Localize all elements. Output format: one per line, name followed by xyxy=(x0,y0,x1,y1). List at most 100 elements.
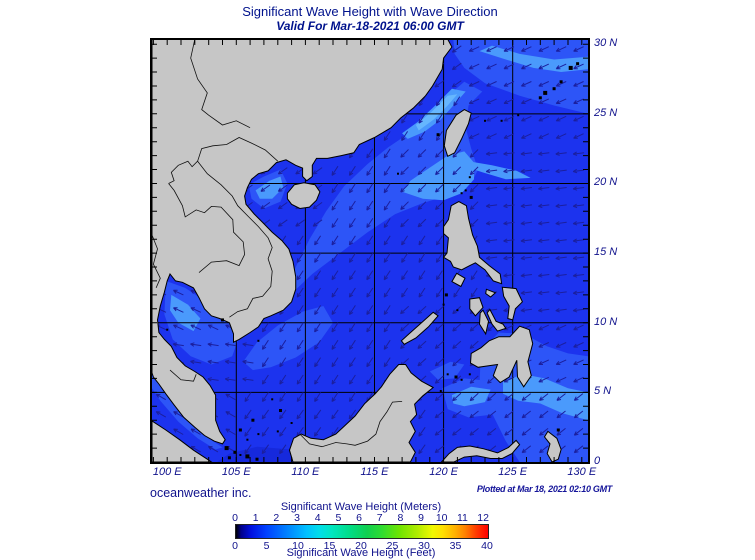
land-borneo xyxy=(288,364,435,463)
islet xyxy=(251,418,255,422)
map-canvas xyxy=(150,38,590,464)
chart-title: Significant Wave Height with Wave Direct… xyxy=(242,4,498,19)
country-border xyxy=(168,183,246,273)
wave-height-patch xyxy=(255,176,284,199)
islet xyxy=(436,133,440,137)
islet xyxy=(257,433,260,436)
wave-height-patch xyxy=(415,94,458,131)
colorbar-feet-ticks: 0 5 10 15 20 25 30 35 40 xyxy=(232,540,493,552)
y-axis-label: 5 N xyxy=(594,385,612,398)
wave-height-patch xyxy=(468,161,531,180)
islet xyxy=(257,339,260,342)
wave-height-patch xyxy=(243,306,333,371)
islet xyxy=(446,373,449,376)
islet xyxy=(439,390,442,392)
y-axis-label: 20 N xyxy=(594,176,618,189)
islet xyxy=(559,80,563,84)
country-border xyxy=(190,39,251,129)
islet xyxy=(397,172,399,175)
islet xyxy=(442,303,445,306)
y-axis-label: 25 N xyxy=(594,106,618,119)
islet xyxy=(233,450,237,454)
islet xyxy=(468,373,471,376)
land-palawan xyxy=(400,311,439,345)
x-axis-label: 125 E xyxy=(498,466,528,478)
colorbar-meter-ticks: 0 1 2 3 4 5 6 7 8 9 10 11 12 xyxy=(232,512,489,524)
islet xyxy=(469,195,473,199)
islet xyxy=(227,456,231,460)
feet-tick-label: 20 xyxy=(355,540,367,552)
y-axis-label: 15 N xyxy=(594,246,618,259)
islet xyxy=(246,438,249,441)
colorbar-title-feet: Significant Wave Height (Feet) xyxy=(286,547,436,559)
meter-tick-label: 3 xyxy=(294,512,300,524)
y-axis-label: 30 N xyxy=(594,37,618,50)
feet-tick-label: 40 xyxy=(481,540,493,552)
islet xyxy=(166,328,169,331)
wave-height-patch xyxy=(217,446,292,462)
meter-tick-label: 2 xyxy=(273,512,280,524)
land-asia-mainland xyxy=(151,38,453,445)
country-border xyxy=(151,234,161,289)
islet xyxy=(543,90,548,95)
wave-height-patch xyxy=(429,361,465,380)
x-axis-label: 100 E xyxy=(152,466,182,478)
x-axis-label: 110 E xyxy=(291,466,320,478)
colorbar-title-meters: Significant Wave Height (Meters) xyxy=(280,501,442,513)
meter-tick-label: 7 xyxy=(376,512,383,524)
feet-tick-label: 10 xyxy=(292,540,304,552)
y-axis-label: 10 N xyxy=(594,315,618,328)
meter-tick-label: 9 xyxy=(418,512,425,524)
islet xyxy=(245,454,250,459)
wave-height-patch xyxy=(170,294,201,332)
land-mindanao xyxy=(469,325,534,388)
land-hainan xyxy=(286,182,321,210)
islet xyxy=(556,428,560,432)
islet xyxy=(239,454,242,456)
land-mindoro xyxy=(451,272,466,288)
wave-height-patch xyxy=(479,45,588,72)
latitude-axis: 30 N 25 N 20 N 15 N 10 N 5 N 0 xyxy=(594,37,634,467)
islet xyxy=(484,119,486,122)
feet-tick-label: 30 xyxy=(418,540,430,552)
valid-time-subtitle: Valid For Mar-18-2021 06:00 GMT xyxy=(276,19,464,33)
meter-tick-label: 11 xyxy=(456,512,468,524)
meter-tick-label: 0 xyxy=(232,512,238,524)
meter-tick-label: 6 xyxy=(356,512,362,524)
credit-oceanweather: oceanweather inc. xyxy=(150,486,252,500)
islet xyxy=(538,96,542,100)
islet xyxy=(454,375,458,379)
meter-tick-label: 5 xyxy=(335,512,342,524)
plotted-timestamp: Plotted at Mar 18, 2021 02:10 GMT xyxy=(476,484,612,494)
land-samar-leyte xyxy=(501,286,524,321)
x-axis-label: 130 E xyxy=(567,466,597,478)
islet xyxy=(568,65,573,70)
wave-height-patch xyxy=(453,39,588,114)
country-border xyxy=(169,369,197,382)
x-axis-label: 105 E xyxy=(221,466,251,478)
country-border xyxy=(299,401,403,448)
degree-ticks xyxy=(152,40,588,462)
land-negros xyxy=(478,309,490,336)
meter-tick-label: 12 xyxy=(477,512,489,524)
land-sulawesi xyxy=(440,439,521,463)
wave-height-patch xyxy=(402,151,474,201)
islet xyxy=(290,422,293,424)
meter-tick-label: 4 xyxy=(314,512,321,524)
islet xyxy=(456,309,459,312)
islet xyxy=(221,318,224,322)
wave-height-patch xyxy=(287,81,483,295)
islet xyxy=(500,119,503,122)
islet xyxy=(552,87,556,91)
colorbar xyxy=(235,524,489,539)
land-masbate xyxy=(485,288,497,298)
y-axis-label: 0 xyxy=(594,455,601,467)
islet xyxy=(279,409,282,412)
longitude-axis: 100 E 105 E 110 E 115 E 120 E 125 E 130 E xyxy=(150,466,610,480)
islet xyxy=(238,428,242,432)
x-axis-label: 120 E xyxy=(429,466,458,478)
islet xyxy=(468,176,471,179)
islet xyxy=(460,192,463,195)
islet xyxy=(276,430,279,433)
